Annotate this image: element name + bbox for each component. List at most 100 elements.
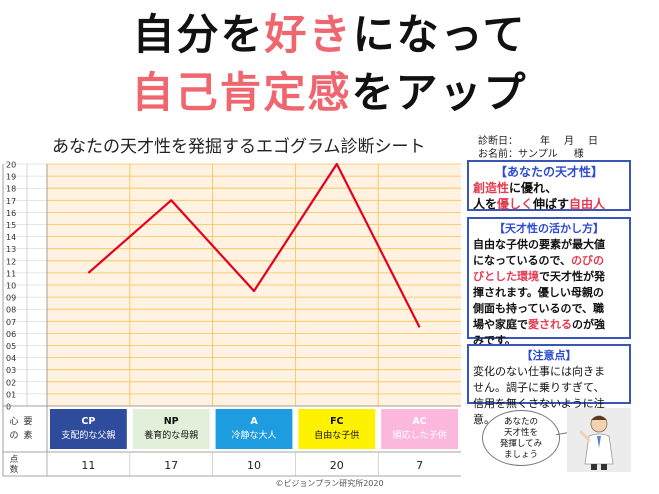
- y-tick-label: 01: [6, 390, 16, 399]
- usage-line: 揮されます。優しい母親の: [473, 286, 604, 299]
- bubble-line: 発揮してみ: [499, 439, 543, 449]
- y-tick-label: 10: [6, 282, 16, 291]
- category-cell: [50, 409, 127, 449]
- category-cell: [215, 409, 293, 449]
- category-row-label: 要: [23, 416, 32, 427]
- category-code: AC: [412, 416, 426, 427]
- headline-highlight: 自己肯定感: [131, 68, 352, 117]
- y-tick-label: 02: [6, 378, 16, 387]
- y-tick-label: 04: [6, 354, 16, 363]
- usage-box-title: 【天才性の活かし方】: [494, 222, 604, 235]
- usage-text: になっているので、: [473, 254, 572, 267]
- headline-text: をアップ: [351, 68, 528, 117]
- usage-highlight: のびの: [571, 254, 605, 267]
- y-tick-label: 03: [6, 366, 16, 375]
- honorific-label: 様: [573, 149, 584, 160]
- egogram-chart: 0 01 02 03 04 05 06 07 08 09 10 11 12 13 14 15 16 17 18 19 2…: [2, 161, 461, 477]
- usage-line: 自由な子供の要素が最大値: [473, 238, 605, 251]
- usage-highlight: 愛される: [528, 318, 572, 331]
- y-tick-label: 05: [6, 342, 16, 351]
- y-tick-label: 13: [6, 245, 16, 254]
- headline-highlight: 好き: [264, 10, 353, 59]
- usage-line: みです。: [473, 334, 516, 347]
- category-code: A: [250, 416, 258, 427]
- headline-line-2: 自己肯定感をアップ: [0, 72, 659, 114]
- y-tick-label: 16: [6, 209, 16, 218]
- y-tick-label: 0: [6, 403, 11, 412]
- y-tick-label: 07: [6, 318, 16, 327]
- y-tick-label: 18: [6, 185, 16, 194]
- caution-line: 変化のない仕事には向きま: [473, 365, 605, 378]
- talent-text: に優れ、: [509, 181, 558, 195]
- usage-highlight: びとした環境: [473, 270, 539, 283]
- caution-box: 【注意点】 変化のない仕事には向きま せん。調子に乗りすぎて、 信用を無くさない…: [467, 344, 631, 426]
- category-code: CP: [81, 416, 95, 427]
- bubble-line: ましょう: [503, 450, 538, 460]
- category-code: NP: [164, 416, 179, 427]
- category-name: 順応した子供: [393, 429, 447, 441]
- name-label: お名前：サンプル: [478, 149, 558, 160]
- y-tick-label: 09: [6, 294, 16, 303]
- score-row-label: 点: [10, 455, 19, 465]
- category-cell: [381, 409, 458, 449]
- y-tick-label: 11: [6, 269, 16, 278]
- headline-line-1: 自分を好きになって: [0, 14, 659, 56]
- score-value: 10: [247, 459, 261, 472]
- headline-text: 自分を: [132, 10, 265, 59]
- caution-line: せん。調子に乗りすぎて、: [473, 381, 605, 394]
- talent-highlight: 自由人: [569, 197, 606, 211]
- usage-line: になっているので、のびの: [473, 253, 625, 269]
- y-tick-label: 12: [6, 257, 16, 266]
- day-label: 日: [588, 136, 598, 147]
- usage-line: 側面も持っているので、職: [473, 302, 605, 315]
- y-tick-label: 19: [6, 173, 16, 182]
- usage-line: 場や家庭で愛されるのが強: [473, 317, 625, 333]
- doctor-illustration: [567, 408, 631, 472]
- usage-text: で天才性が発: [539, 270, 605, 283]
- score-value: 11: [81, 459, 95, 472]
- score-value: 20: [330, 459, 344, 472]
- y-tick-label: 06: [6, 330, 16, 339]
- talent-box: 【あなたの天才性】 創造性に優れ、 人を優しく伸ばす自由人: [467, 160, 631, 211]
- talent-line-1: 創造性に優れ、: [473, 180, 625, 196]
- y-tick-label: 20: [6, 161, 16, 170]
- usage-text: のが強: [572, 318, 605, 331]
- usage-box: 【天才性の活かし方】 自由な子供の要素が最大値 になっているので、のびの びとし…: [467, 217, 631, 347]
- talent-highlight: 創造性: [473, 181, 510, 195]
- category-row-label: 素: [23, 429, 32, 441]
- caution-box-title: 【注意点】: [521, 349, 577, 362]
- year-label: 年: [540, 136, 550, 147]
- score-row-label: 数: [10, 464, 19, 475]
- bubble-line: 天才性を: [503, 428, 538, 438]
- y-tick-label: 15: [6, 221, 16, 230]
- score-value: 7: [416, 459, 423, 472]
- talent-text: 人を: [473, 197, 498, 211]
- category-cell: [132, 409, 210, 449]
- speech-bubble: あなたの 天才性を 発揮してみ ましょう: [482, 410, 560, 466]
- category-name: 自由な子供: [314, 429, 359, 441]
- talent-box-title: 【あなたの天才性】: [494, 165, 603, 179]
- y-tick-label: 14: [6, 233, 16, 242]
- category-cell: [298, 409, 376, 449]
- client-name: お名前：サンプル 様: [478, 145, 584, 160]
- copyright: ©ビジョンプラン研究所2020: [275, 479, 384, 488]
- category-name: 支配的な父親: [61, 429, 115, 441]
- category-name: 養育的な母親: [144, 429, 198, 441]
- date-label: 診断日：: [478, 136, 518, 147]
- category-row-label: の: [9, 431, 18, 441]
- score-value: 17: [164, 459, 178, 472]
- y-tick-label: 17: [6, 197, 16, 206]
- talent-highlight: 優しく: [497, 197, 534, 211]
- bubble-line: あなたの: [503, 417, 538, 427]
- category-row-label: 心: [9, 416, 18, 427]
- usage-text: 場や家庭で: [473, 318, 528, 331]
- talent-text: 伸ばす: [533, 197, 570, 211]
- sheet-title: あなたの天才性を発掘するエゴグラム診断シート: [52, 137, 426, 157]
- headline-text: になって: [352, 10, 527, 59]
- talent-line-2: 人を優しく伸ばす自由人: [473, 196, 625, 212]
- category-code: FC: [330, 416, 343, 427]
- y-tick-label: 08: [6, 306, 16, 315]
- usage-line: びとした環境で天才性が発: [473, 269, 625, 285]
- month-label: 月: [564, 136, 574, 147]
- category-name: 冷静な大人: [231, 429, 276, 441]
